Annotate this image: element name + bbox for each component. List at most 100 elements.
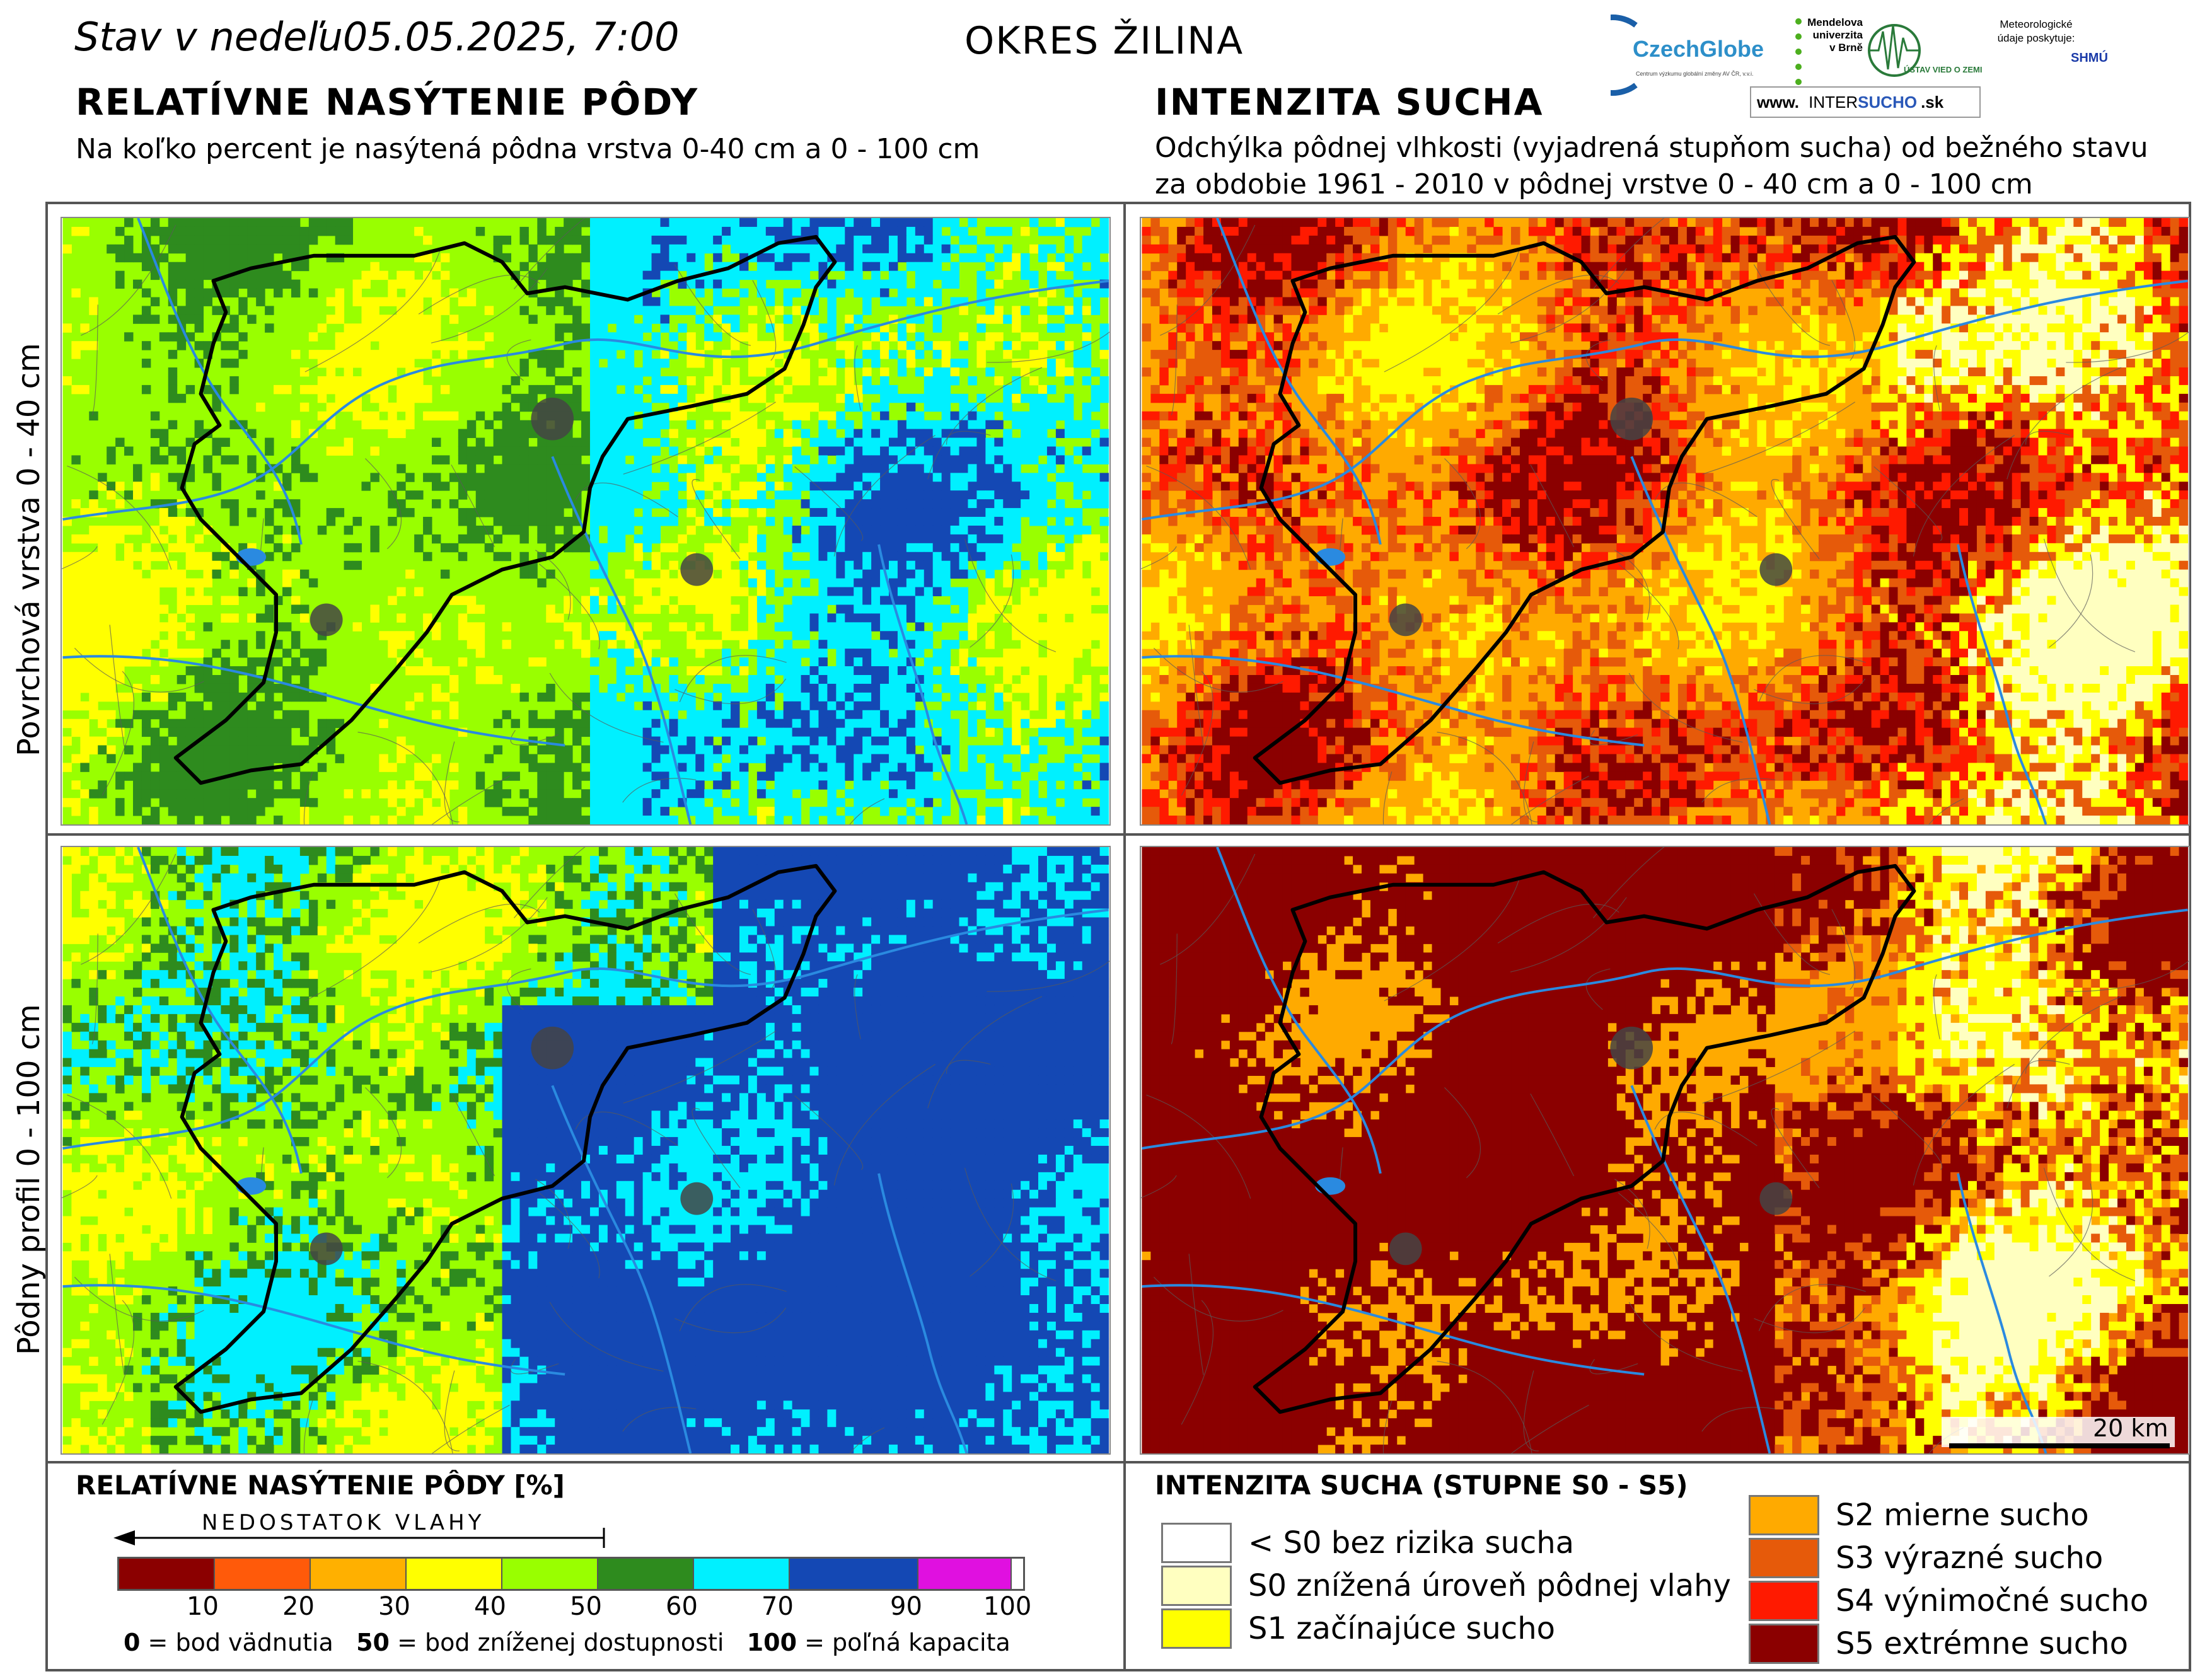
road-line	[109, 625, 125, 746]
raster-cell	[950, 359, 960, 368]
raster-cell	[976, 270, 986, 280]
raster-cell	[150, 631, 160, 640]
raster-cell	[572, 499, 582, 509]
raster-cell	[1021, 332, 1030, 342]
raster-cell	[1485, 218, 1494, 228]
raster-cell	[484, 754, 494, 763]
raster-cell	[941, 745, 951, 754]
raster-cell	[968, 771, 977, 781]
raster-cell	[660, 596, 669, 605]
raster-cell	[115, 279, 125, 289]
raster-cell	[537, 482, 547, 491]
raster-cell	[203, 666, 212, 676]
raster-cell	[71, 657, 81, 667]
raster-cell	[555, 446, 564, 456]
raster-cell	[265, 692, 274, 702]
raster-cell	[185, 306, 195, 315]
raster-cell	[528, 816, 538, 824]
raster-cell	[801, 244, 811, 254]
raster-cell	[546, 771, 555, 781]
road-line	[854, 345, 861, 410]
raster-cell	[414, 332, 424, 342]
raster-cell	[2047, 226, 2056, 236]
raster-cell	[642, 771, 652, 781]
raster-cell	[115, 771, 125, 781]
raster-cell	[774, 482, 784, 491]
raster-cell	[229, 359, 239, 368]
raster-cell	[827, 508, 837, 517]
raster-cell	[941, 279, 951, 289]
raster-cell	[388, 402, 397, 412]
raster-cell	[765, 771, 775, 781]
raster-cell	[915, 218, 925, 228]
raster-cell	[238, 279, 248, 289]
raster-cell	[704, 384, 714, 395]
raster-cell	[756, 569, 767, 579]
raster-cell	[107, 534, 116, 544]
raster-cell	[792, 473, 802, 482]
raster-cell	[836, 631, 845, 640]
raster-cell	[1012, 464, 1021, 473]
right-section-title: INTENZITA SUCHA	[1155, 81, 1544, 124]
raster-cell	[185, 727, 195, 737]
raster-cell	[537, 235, 547, 245]
raster-cell	[2152, 218, 2162, 228]
raster-cell	[1012, 508, 1021, 517]
raster-cell	[880, 596, 889, 605]
raster-cell	[897, 736, 907, 746]
raster-cell	[959, 517, 968, 526]
raster-cell	[168, 384, 178, 395]
raster-cell	[107, 446, 116, 456]
raster-cell	[291, 754, 301, 763]
raster-cell	[1046, 780, 1057, 790]
raster-cell	[845, 596, 854, 605]
raster-cell	[405, 297, 415, 306]
raster-cell	[924, 798, 934, 807]
raster-cell	[98, 631, 107, 640]
raster-cell	[150, 551, 160, 562]
raster-cell	[555, 499, 564, 509]
raster-cell	[994, 683, 1004, 693]
raster-cell	[801, 226, 811, 236]
raster-cell	[765, 270, 775, 280]
raster-cell	[1038, 350, 1048, 359]
raster-cell	[1091, 306, 1101, 315]
raster-cell	[1064, 604, 1074, 614]
raster-cell	[756, 359, 767, 368]
river-line	[62, 655, 565, 747]
raster-cell	[1091, 473, 1101, 482]
raster-cell	[642, 701, 652, 711]
raster-cell	[704, 596, 714, 605]
raster-cell	[229, 262, 239, 272]
raster-cell	[932, 437, 942, 447]
raster-cell	[616, 279, 626, 289]
raster-cell	[221, 499, 230, 509]
raster-cell	[774, 657, 784, 667]
raster-cell	[651, 367, 661, 377]
raster-cell	[1099, 596, 1109, 605]
raster-cell	[845, 323, 854, 333]
raster-cell	[1862, 218, 1872, 228]
raster-cell	[598, 393, 608, 403]
raster-cell	[107, 666, 116, 676]
raster-cell	[1099, 323, 1109, 333]
raster-cell	[1003, 253, 1012, 263]
road-line	[304, 250, 441, 372]
raster-cell	[765, 499, 775, 509]
raster-cell	[581, 323, 591, 333]
raster-cell	[546, 367, 555, 377]
raster-cell	[299, 384, 310, 395]
raster-cell	[669, 622, 678, 632]
raster-cell	[502, 437, 511, 447]
raster-cell	[862, 350, 872, 359]
raster-cell	[89, 701, 98, 711]
raster-cell	[686, 235, 696, 245]
raster-cell	[1695, 218, 1705, 228]
raster-cell	[906, 437, 916, 447]
raster-cell	[765, 262, 775, 272]
main-frame	[45, 202, 2191, 1671]
raster-cell	[625, 376, 635, 386]
raster-cell	[1212, 235, 1222, 245]
raster-cell	[801, 666, 811, 676]
raster-cell	[950, 674, 960, 684]
